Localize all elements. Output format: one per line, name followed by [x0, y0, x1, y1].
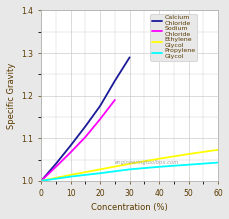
Sodium
Chloride — [113, 99, 116, 101]
Calcium
Chloride — [113, 79, 116, 82]
Text: engineeringtoolbox.com: engineeringtoolbox.com — [115, 160, 179, 165]
Ethylene
Glycol — [157, 157, 160, 160]
X-axis label: Concentration (%): Concentration (%) — [91, 203, 167, 212]
Propylene
Glycol — [40, 180, 42, 182]
Line: Sodium
Chloride: Sodium Chloride — [41, 100, 114, 181]
Propylene
Glycol — [69, 175, 72, 178]
Calcium
Chloride — [40, 180, 42, 182]
Ethylene
Glycol — [98, 168, 101, 171]
Propylene
Glycol — [128, 168, 131, 171]
Propylene
Glycol — [186, 163, 189, 166]
Y-axis label: Specific Gravity: Specific Gravity — [7, 63, 16, 129]
Sodium
Chloride — [98, 118, 101, 120]
Sodium
Chloride — [69, 151, 72, 154]
Legend: Calcium
Chloride, Sodium
Chloride, Ethylene
Glycol, Propylene
Glycol: Calcium Chloride, Sodium Chloride, Ethyl… — [150, 14, 196, 60]
Calcium
Chloride — [69, 144, 72, 147]
Propylene
Glycol — [98, 172, 101, 175]
Calcium
Chloride — [128, 56, 131, 59]
Ethylene
Glycol — [40, 180, 42, 182]
Propylene
Glycol — [157, 166, 160, 168]
Line: Propylene
Glycol: Propylene Glycol — [41, 162, 217, 181]
Line: Calcium
Chloride: Calcium Chloride — [41, 57, 129, 181]
Sodium
Chloride — [54, 166, 57, 168]
Calcium
Chloride — [84, 125, 86, 128]
Ethylene
Glycol — [128, 162, 131, 165]
Ethylene
Glycol — [216, 148, 219, 151]
Propylene
Glycol — [216, 161, 219, 164]
Sodium
Chloride — [84, 136, 86, 138]
Calcium
Chloride — [98, 104, 101, 107]
Ethylene
Glycol — [69, 174, 72, 176]
Sodium
Chloride — [40, 180, 42, 182]
Line: Ethylene
Glycol: Ethylene Glycol — [41, 150, 229, 181]
Calcium
Chloride — [54, 162, 57, 165]
Ethylene
Glycol — [186, 153, 189, 155]
